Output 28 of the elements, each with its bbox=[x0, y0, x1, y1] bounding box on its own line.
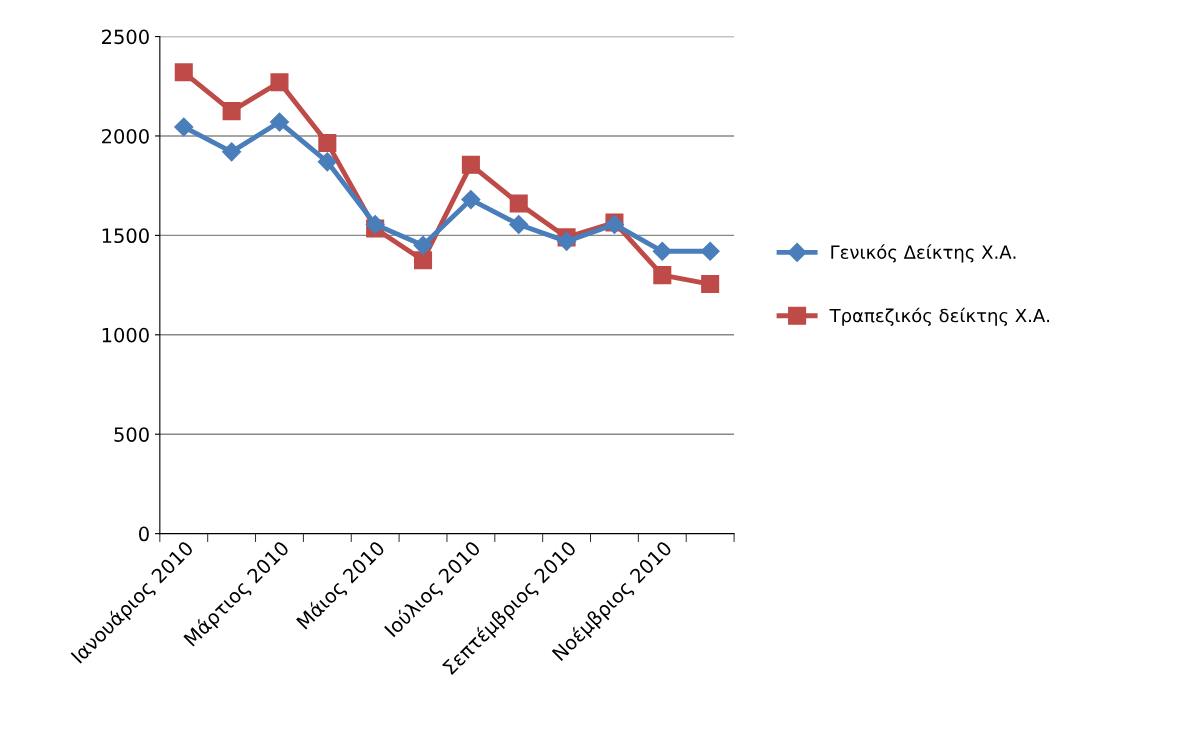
y-tick-label: 2500 bbox=[102, 29, 149, 45]
point bbox=[461, 190, 481, 210]
point bbox=[652, 241, 672, 261]
point bbox=[365, 214, 385, 234]
point bbox=[701, 275, 720, 294]
point bbox=[461, 155, 480, 174]
point bbox=[270, 73, 289, 92]
point bbox=[557, 231, 577, 251]
point bbox=[509, 214, 529, 234]
point bbox=[509, 194, 528, 213]
point bbox=[269, 112, 290, 132]
point bbox=[174, 117, 194, 137]
point bbox=[653, 266, 672, 285]
point bbox=[318, 133, 337, 152]
y-tick-label: 1500 bbox=[102, 228, 149, 244]
y-tick-label: 0 bbox=[139, 526, 149, 542]
y-tick-label: 2000 bbox=[102, 128, 149, 144]
point bbox=[700, 241, 720, 261]
point bbox=[414, 251, 433, 270]
point bbox=[222, 102, 241, 121]
point bbox=[317, 152, 337, 172]
point bbox=[222, 142, 242, 162]
legend-label: Τραπεζικός δείκτης Χ.Α. bbox=[829, 307, 1050, 326]
legend-label: Γενικός Δείκτης Χ.Α. bbox=[831, 244, 1016, 263]
point bbox=[413, 235, 433, 255]
y-tick-label: 1000 bbox=[102, 327, 149, 343]
point bbox=[174, 63, 193, 82]
y-tick-label: 500 bbox=[114, 427, 149, 442]
